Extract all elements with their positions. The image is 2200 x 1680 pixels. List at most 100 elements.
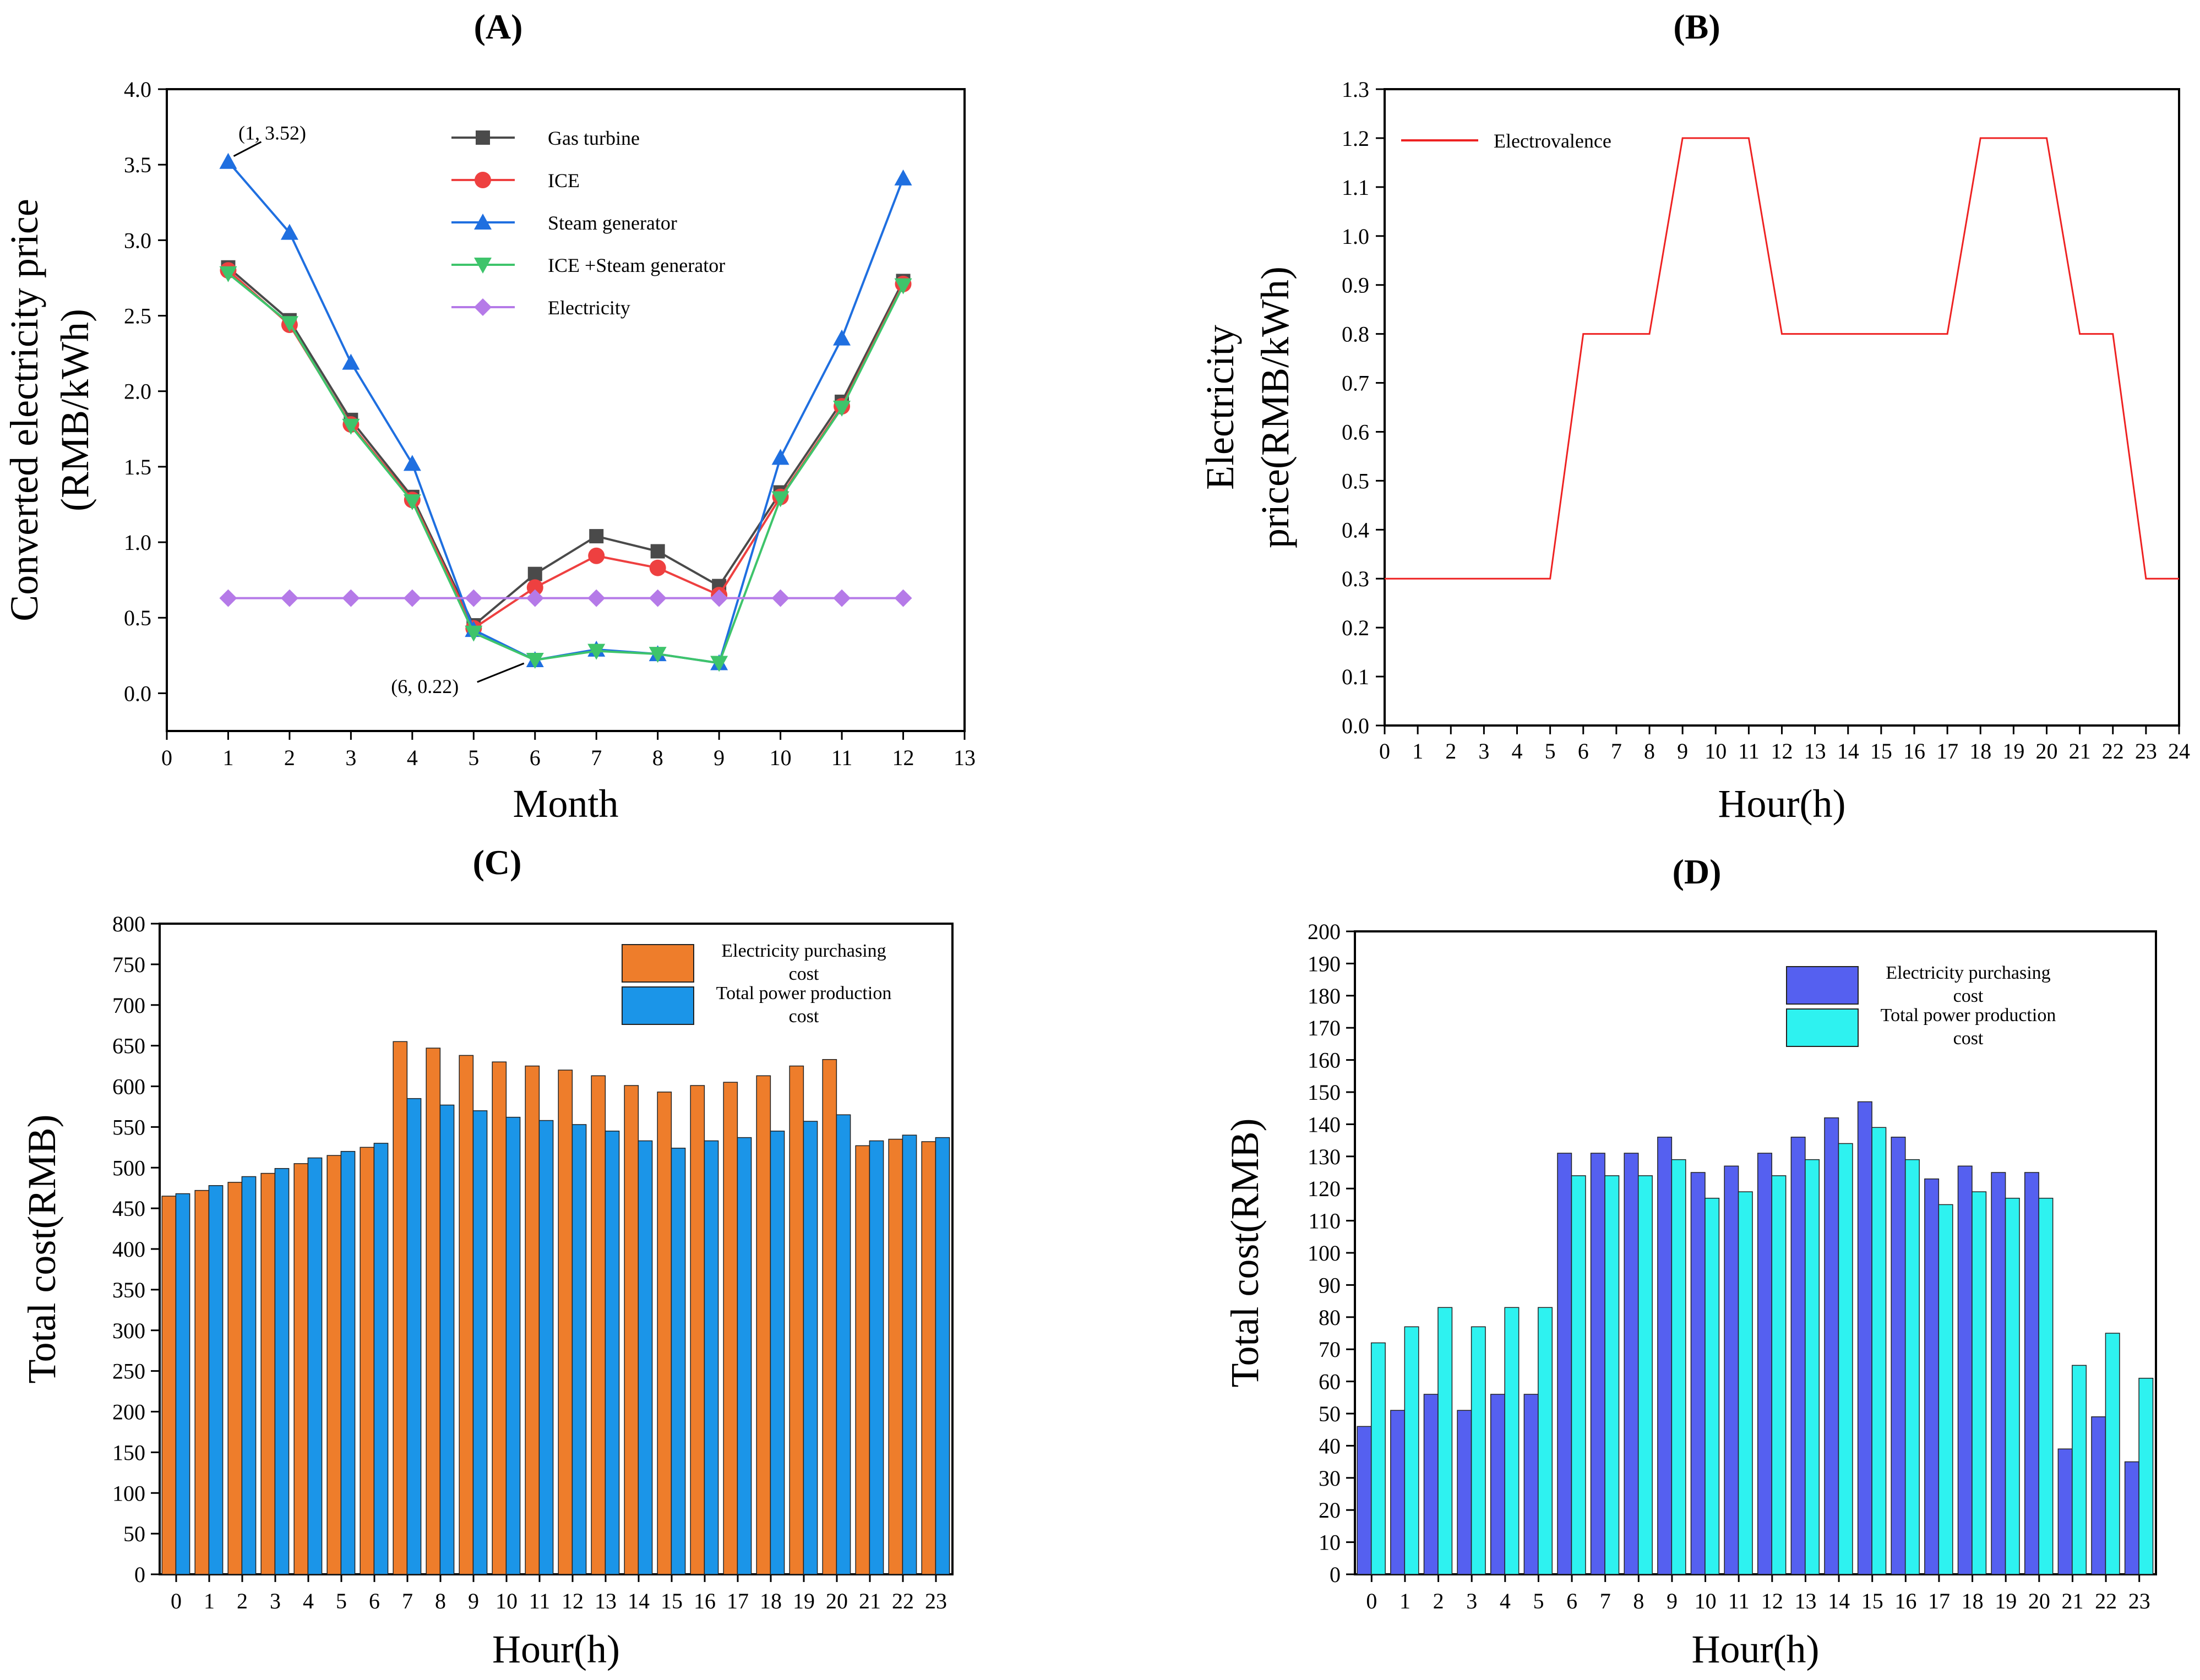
data-point	[526, 579, 543, 596]
legend-label: Gas turbine	[548, 127, 640, 149]
y-tick-label: 400	[112, 1237, 145, 1262]
data-point	[280, 223, 298, 240]
data-point	[894, 169, 912, 186]
x-tick-label: 20	[2028, 1589, 2050, 1613]
bar-purchasing	[1657, 1137, 1673, 1575]
bar-purchasing	[1624, 1153, 1639, 1575]
x-tick-label: 7	[402, 1589, 413, 1613]
y-tick-label: 0.9	[1342, 273, 1369, 298]
data-point	[588, 547, 605, 564]
y-axis-label-units: (RMB/kWh)	[53, 309, 97, 511]
legend-label: Electrovalence	[1494, 130, 1611, 152]
x-tick-label: 3	[1466, 1589, 1477, 1613]
y-tick-label: 100	[112, 1481, 145, 1506]
x-tick-label: 18	[760, 1589, 782, 1613]
bar-production	[505, 1116, 521, 1575]
x-tick-label: 11	[831, 745, 853, 770]
x-tick-label: 7	[591, 745, 602, 770]
y-tick-label: 3.0	[124, 228, 151, 253]
x-tick-label: 4	[1500, 1589, 1511, 1613]
bar-production	[1437, 1307, 1453, 1575]
bar-production	[1504, 1307, 1520, 1575]
x-tick-label: 4	[303, 1589, 314, 1613]
bar-production	[1838, 1143, 1853, 1575]
y-tick-label: 4.0	[124, 77, 151, 102]
x-tick-label: 14	[1828, 1589, 1850, 1613]
data-point	[649, 559, 666, 576]
x-tick-label: 8	[435, 1589, 446, 1613]
annotation-leader	[233, 141, 262, 157]
panel-label: (A)	[474, 7, 523, 46]
bar-purchasing	[1690, 1172, 1706, 1575]
legend-label: Electricity purchasing	[1886, 963, 2050, 983]
x-tick-label: 17	[1936, 739, 1958, 763]
y-tick-label: 180	[1308, 984, 1341, 1008]
bar-purchasing	[1957, 1165, 1973, 1575]
data-point	[342, 589, 360, 607]
data-point	[465, 589, 483, 607]
bar-purchasing	[558, 1070, 573, 1575]
x-tick-label: 6	[1566, 1589, 1577, 1613]
y-tick-label: 50	[123, 1521, 145, 1546]
bar-purchasing	[426, 1048, 441, 1575]
annotation-leader	[477, 662, 525, 683]
data-point	[894, 278, 912, 294]
legend-marker	[475, 172, 491, 188]
x-tick-label: 2	[1433, 1589, 1444, 1613]
data-point	[403, 455, 421, 471]
x-tick-label: 5	[1533, 1589, 1544, 1613]
bar-purchasing	[1991, 1172, 2006, 1575]
series-line-electrovalence	[1385, 137, 2179, 580]
x-tick-label: 6	[369, 1589, 380, 1613]
data-point	[527, 566, 542, 581]
x-tick-label: 10	[770, 745, 792, 770]
x-tick-label: 21	[859, 1589, 881, 1613]
bar-production	[2038, 1197, 2054, 1575]
x-tick-label: 18	[1962, 1589, 1984, 1613]
x-tick-label: 23	[925, 1589, 947, 1613]
y-tick-label: 10	[1319, 1530, 1341, 1555]
x-tick-label: 19	[1995, 1589, 2017, 1613]
x-tick-label: 13	[1804, 739, 1826, 763]
bar-production	[2138, 1378, 2154, 1575]
bar-purchasing	[1557, 1153, 1572, 1575]
y-tick-label: 0.1	[1342, 664, 1369, 689]
y-tick-label: 0.5	[1342, 468, 1369, 493]
bar-production	[1938, 1204, 1953, 1575]
bar-production	[571, 1124, 587, 1575]
y-tick-label: 120	[1308, 1176, 1341, 1201]
data-point	[589, 529, 604, 544]
y-tick-label: 90	[1319, 1273, 1341, 1297]
legend-label: cost	[1953, 1028, 1984, 1049]
x-tick-label: 10	[1705, 739, 1727, 763]
y-tick-label: 700	[112, 993, 145, 1018]
panel-b: (B)0 1 2 3 4 5 6 7 8 9 10 11 12 13 14 15 16 17 18 19 20 21 22 2…	[1198, 7, 2190, 826]
y-tick-label: 1.0	[124, 530, 151, 555]
x-tick-label: 15	[1861, 1589, 1883, 1613]
bar-purchasing	[1423, 1394, 1439, 1575]
y-tick-label: 0.8	[1342, 322, 1369, 347]
y-axis-label: Converted electricity price	[2, 199, 46, 621]
x-tick-label: 0	[171, 1589, 182, 1613]
x-axis-label: Hour(h)	[492, 1627, 620, 1671]
y-tick-label: 650	[112, 1034, 145, 1059]
x-tick-label: 4	[1512, 739, 1523, 763]
legend-label: cost	[789, 964, 819, 984]
y-tick-label: 1.3	[1342, 77, 1369, 102]
y-tick-label: 0.6	[1342, 419, 1369, 444]
bar-production	[340, 1150, 356, 1575]
data-point	[587, 643, 606, 660]
bar-purchasing	[1924, 1178, 1940, 1575]
legend-label: cost	[1953, 986, 1984, 1006]
x-tick-label: 18	[1969, 739, 1991, 763]
bar-production	[175, 1193, 190, 1575]
bar-production	[605, 1131, 620, 1575]
y-tick-label: 160	[1308, 1048, 1341, 1073]
x-tick-label: 12	[1771, 739, 1793, 763]
bar-production	[1370, 1342, 1386, 1575]
x-tick-label: 17	[1928, 1589, 1950, 1613]
bar-production	[1738, 1191, 1753, 1575]
x-tick-label: 12	[562, 1589, 584, 1613]
x-tick-label: 7	[1600, 1589, 1611, 1613]
bar-purchasing	[1891, 1137, 1906, 1575]
